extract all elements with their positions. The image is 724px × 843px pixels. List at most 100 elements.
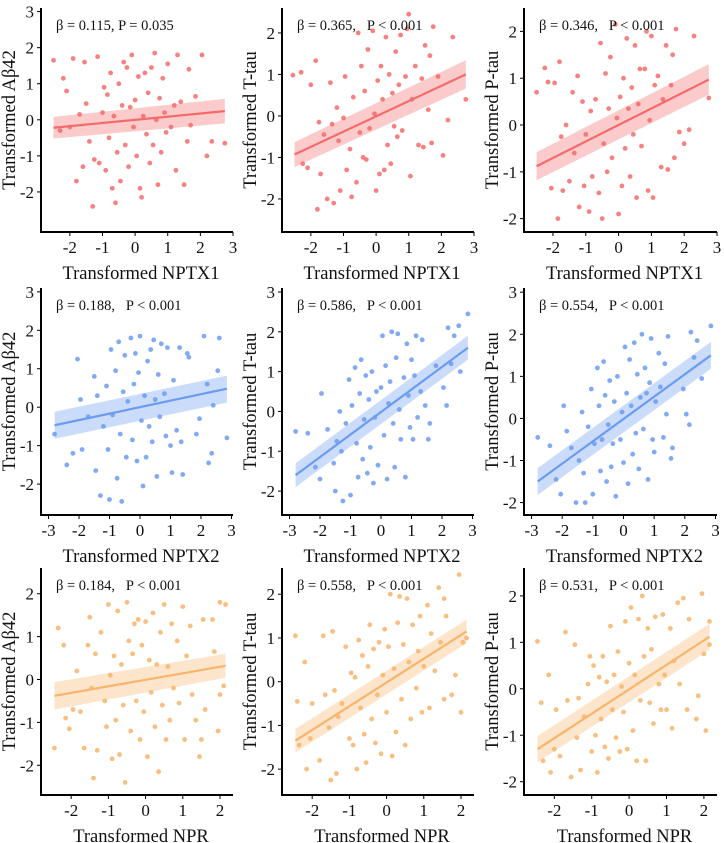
data-point bbox=[74, 668, 80, 674]
x-tick-label: -2 bbox=[304, 238, 318, 257]
data-point bbox=[418, 389, 423, 394]
data-point bbox=[406, 659, 412, 665]
data-point bbox=[91, 157, 97, 162]
data-point bbox=[691, 33, 697, 39]
data-point bbox=[75, 356, 80, 362]
data-point bbox=[419, 76, 425, 81]
data-point bbox=[217, 599, 223, 605]
data-point bbox=[216, 335, 222, 341]
data-point bbox=[373, 188, 379, 194]
data-point bbox=[109, 185, 115, 191]
data-point bbox=[336, 138, 341, 144]
y-tick-label: 0 bbox=[509, 409, 518, 428]
data-point bbox=[392, 464, 398, 470]
data-point bbox=[634, 758, 639, 764]
data-point bbox=[178, 99, 184, 105]
data-point bbox=[622, 344, 628, 350]
data-point bbox=[113, 717, 119, 723]
data-point bbox=[398, 32, 403, 38]
data-point bbox=[399, 696, 404, 702]
data-point bbox=[450, 34, 456, 40]
data-point bbox=[645, 188, 651, 194]
data-point bbox=[585, 681, 591, 687]
data-point bbox=[328, 80, 333, 86]
panel-r1c2: -2 -1 0 1 2 3 -2 -1 0 1 2 β = 0.365, P < 0.001 Trans… bbox=[241, 8, 478, 284]
data-point bbox=[137, 185, 143, 191]
data-point bbox=[451, 333, 457, 339]
x-tick-label: -3 bbox=[282, 521, 296, 540]
data-point bbox=[101, 84, 107, 90]
stats-annotation: β = 0.188, P < 0.001 bbox=[56, 298, 182, 314]
data-point bbox=[616, 211, 621, 217]
data-point bbox=[612, 22, 618, 27]
data-point bbox=[695, 693, 701, 699]
data-point bbox=[611, 399, 617, 404]
data-point bbox=[650, 437, 655, 442]
y-tick-label: -1 bbox=[503, 163, 517, 182]
data-point bbox=[132, 97, 138, 103]
data-point bbox=[552, 80, 557, 86]
data-point bbox=[221, 683, 227, 689]
x-tick-label: -1 bbox=[342, 801, 356, 820]
regression-line bbox=[294, 73, 467, 156]
x-tick-label: 1 bbox=[650, 521, 659, 540]
data-point bbox=[458, 709, 464, 715]
data-point bbox=[157, 414, 163, 420]
data-point bbox=[337, 409, 343, 414]
data-point bbox=[348, 492, 353, 498]
data-point bbox=[675, 600, 681, 606]
data-point bbox=[367, 444, 373, 450]
x-tick-label: 2 bbox=[700, 801, 709, 820]
x-axis-label: Transformed NPR bbox=[314, 827, 450, 843]
data-point bbox=[150, 142, 156, 148]
data-point bbox=[100, 110, 105, 115]
data-point bbox=[158, 149, 164, 155]
data-point bbox=[708, 323, 714, 329]
data-point bbox=[644, 390, 649, 396]
data-point bbox=[630, 132, 636, 137]
data-point bbox=[344, 167, 350, 173]
data-point bbox=[293, 429, 298, 434]
data-point bbox=[639, 593, 645, 599]
x-tick-label: 0 bbox=[377, 521, 386, 540]
data-point bbox=[124, 65, 130, 70]
data-point bbox=[535, 639, 540, 644]
x-tick-label: -1 bbox=[102, 521, 116, 540]
data-point bbox=[294, 699, 300, 704]
data-point bbox=[604, 679, 610, 685]
x-axis-label: Transformed NPTX1 bbox=[62, 264, 219, 284]
data-point bbox=[90, 204, 96, 209]
data-point bbox=[51, 57, 56, 63]
data-point bbox=[571, 150, 577, 156]
x-tick-label: 0 bbox=[372, 238, 381, 257]
data-point bbox=[197, 416, 202, 422]
x-tick-label: 1 bbox=[662, 801, 671, 820]
data-point bbox=[444, 403, 449, 408]
data-point bbox=[151, 337, 157, 343]
data-point bbox=[304, 766, 309, 772]
data-point bbox=[652, 82, 658, 88]
data-point bbox=[308, 82, 314, 88]
data-point bbox=[540, 758, 546, 764]
data-point bbox=[210, 402, 216, 408]
data-point bbox=[441, 385, 446, 390]
data-point bbox=[653, 399, 659, 404]
data-point bbox=[412, 373, 417, 378]
y-axis-label: Transformed P-tau bbox=[483, 332, 503, 471]
data-point bbox=[148, 347, 154, 352]
data-point bbox=[410, 436, 416, 442]
data-point bbox=[456, 572, 462, 577]
data-point bbox=[93, 651, 98, 657]
data-point bbox=[615, 649, 621, 654]
panel-r2c3: -3 -2 -1 0 1 2 3 -2 -1 0 1 2 3 β = 0.554, P < 0.001 Tr… bbox=[483, 283, 720, 567]
data-point bbox=[332, 488, 338, 494]
data-point bbox=[123, 454, 129, 460]
data-point bbox=[120, 389, 126, 395]
data-point bbox=[650, 195, 656, 201]
data-point bbox=[184, 351, 190, 356]
data-point bbox=[206, 460, 212, 466]
data-point bbox=[553, 477, 559, 482]
data-point bbox=[77, 112, 82, 117]
data-point bbox=[105, 92, 110, 97]
y-tick-label: 2 bbox=[509, 325, 518, 344]
